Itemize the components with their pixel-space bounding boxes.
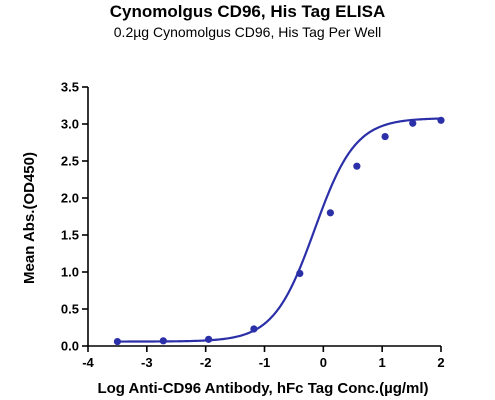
chart-title: Cynomolgus CD96, His Tag ELISA <box>109 2 386 21</box>
x-tick-label: -3 <box>141 355 153 370</box>
fit-curve-layer <box>117 117 442 343</box>
data-point <box>353 162 361 170</box>
data-point <box>437 116 445 124</box>
x-tick-label: 2 <box>437 355 444 370</box>
data-point <box>381 132 389 141</box>
data-point <box>205 335 213 343</box>
y-tick-label: 2.5 <box>61 154 79 169</box>
x-tick-label: -2 <box>200 355 212 370</box>
y-tick-label: 3.0 <box>61 117 79 132</box>
data-point <box>250 325 258 333</box>
y-tick-label: 0.5 <box>61 302 79 317</box>
data-point <box>113 337 122 346</box>
data-point <box>409 119 417 127</box>
x-axis-title: Log Anti-CD96 Antibody, hFc Tag Conc.(µg… <box>97 380 428 397</box>
y-tick-label: 2.0 <box>61 191 79 206</box>
y-tick-label: 0.0 <box>61 339 79 354</box>
x-tick-label: -4 <box>82 355 94 370</box>
data-points-layer <box>113 116 445 346</box>
chart-subtitle: 0.2µg Cynomolgus CD96, His Tag Per Well <box>113 24 382 40</box>
y-tick-label: 3.5 <box>61 80 79 95</box>
data-point <box>296 269 304 278</box>
y-tick-label: 1.5 <box>61 228 79 243</box>
x-tick-label: 1 <box>379 355 386 370</box>
x-tick-label: -1 <box>259 355 271 370</box>
x-tick-label: 0 <box>320 355 327 370</box>
axes: 0.0 0.5 1.0 1.5 2.0 2.5 3.0 3.5 -4 -3 -2 -1 0 1 2 <box>61 80 445 371</box>
y-tick-label: 1.0 <box>61 265 79 280</box>
y-axis-title: Mean Abs.(OD450) <box>21 152 38 284</box>
data-point <box>159 337 167 345</box>
data-point <box>326 209 334 217</box>
fit-curve <box>117 117 442 343</box>
